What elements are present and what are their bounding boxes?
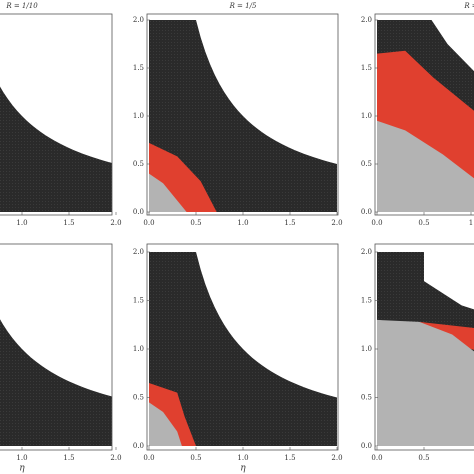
x-tick-label: 2.0 — [331, 219, 342, 227]
plot-area — [0, 319, 112, 446]
y-tick-label: 0.5 — [361, 160, 372, 168]
x-tick-label: 1.0 — [16, 454, 27, 462]
y-tick-label: 1.0 — [133, 345, 144, 353]
x-tick-label: 0.0 — [143, 219, 154, 227]
plot-area — [377, 20, 474, 212]
y-tick-label: 0.0 — [133, 208, 144, 216]
frame — [374, 243, 474, 451]
plot-area — [377, 252, 474, 446]
x-tick-label: 2.0 — [110, 454, 121, 462]
x-tick-label: 0.5 — [190, 219, 201, 227]
y-tick-label: 0.0 — [361, 208, 372, 216]
y-tick-label: 1.5 — [133, 297, 144, 305]
y-tick-label: 1.0 — [133, 112, 144, 120]
x-tick-label: 0.5 — [418, 219, 429, 227]
y-tick-label: 2.0 — [361, 248, 372, 256]
region — [0, 319, 112, 446]
frame — [374, 13, 474, 216]
x-tick-label: 1.5 — [284, 454, 295, 462]
y-tick-label: 0.5 — [361, 394, 372, 402]
panel: 0.0 0.5 1.0 1.5 2.0 0.0 0.5 1.0 1.5 2.0 η — [133, 243, 343, 474]
y-tick-label: 2.0 — [133, 248, 144, 256]
x-tick-label: 0.0 — [143, 454, 154, 462]
frame — [0, 13, 113, 216]
panel: 0.0 0.5 0.0 0.5 1.0 1.5 2.0 — [361, 243, 474, 462]
x-tick-label: 0.5 — [418, 454, 429, 462]
panel: 0.0 0.5 1 0.0 0.5 1.0 1.5 2.0 R = — [361, 2, 474, 227]
panel: 1.0 1.5 2.0 R = 1/10 — [0, 2, 122, 227]
panel: 0.0 0.5 1.0 1.5 2.0 0.0 0.5 1.0 1.5 2.0 R = 1/5 — [133, 2, 343, 227]
region — [149, 402, 182, 446]
region — [149, 252, 337, 446]
panel-title: R = — [463, 2, 474, 10]
x-tick-label: 2.0 — [331, 454, 342, 462]
x-axis-label: η — [19, 464, 25, 474]
x-tick-label: 0.0 — [371, 454, 382, 462]
x-tick-label: 1.5 — [284, 219, 295, 227]
y-tick-label: 0.5 — [133, 160, 144, 168]
x-tick-label: 1.0 — [237, 454, 248, 462]
plot-area — [149, 20, 337, 212]
plot-area — [149, 252, 337, 446]
x-tick-label: 1.5 — [63, 219, 74, 227]
panel: 1.0 1.5 2.0 η — [0, 243, 122, 474]
y-tick-label: 2.0 — [133, 16, 144, 24]
y-tick-label: 1.5 — [361, 64, 372, 72]
x-tick-label: 0.5 — [190, 454, 201, 462]
y-tick-label: 0.0 — [133, 442, 144, 450]
y-tick-label: 2.0 — [361, 16, 372, 24]
x-axis-label: η — [240, 464, 246, 474]
plot-area — [0, 86, 112, 212]
x-tick-label: 1 — [469, 219, 473, 227]
x-tick-label: 2.0 — [110, 219, 121, 227]
region — [149, 20, 337, 212]
y-tick-label: 1.0 — [361, 345, 372, 353]
frame — [146, 13, 339, 216]
x-tick-label: 1.5 — [63, 454, 74, 462]
region — [377, 319, 474, 446]
x-tick-label: 1.0 — [237, 219, 248, 227]
y-tick-label: 1.5 — [133, 64, 144, 72]
region — [0, 86, 112, 212]
y-tick-label: 1.5 — [361, 297, 372, 305]
y-tick-label: 0.5 — [133, 394, 144, 402]
region — [377, 120, 474, 212]
panel-title: R = 1/5 — [229, 2, 257, 10]
panel-title: R = 1/10 — [5, 2, 38, 10]
x-tick-label: 1.0 — [16, 219, 27, 227]
region — [149, 173, 187, 212]
frame — [0, 243, 113, 451]
y-tick-label: 1.0 — [361, 112, 372, 120]
y-tick-label: 0.0 — [361, 442, 372, 450]
frame — [146, 243, 339, 451]
x-tick-label: 0.0 — [371, 219, 382, 227]
